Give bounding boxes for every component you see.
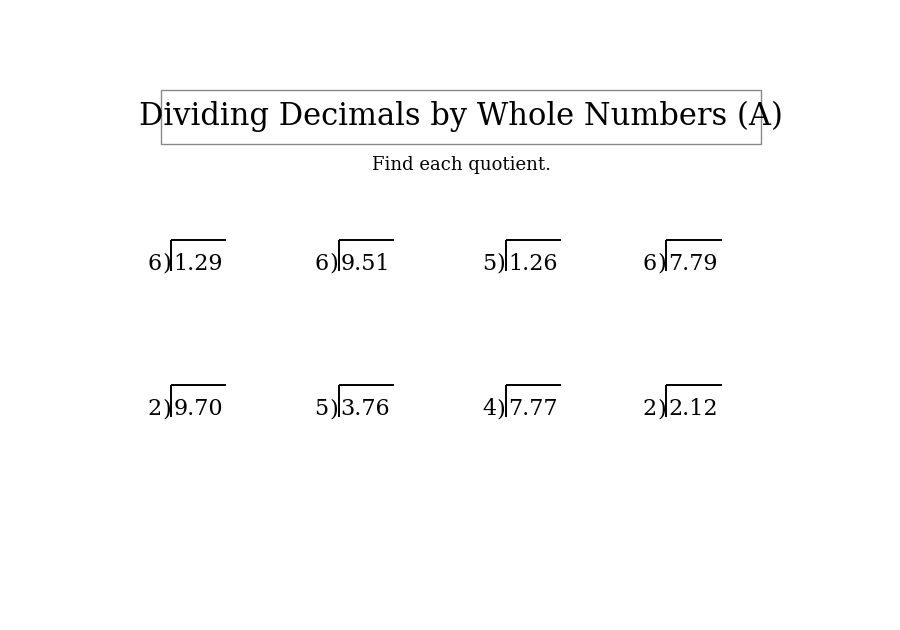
Text: 2: 2 xyxy=(148,398,161,420)
Text: 4: 4 xyxy=(482,398,496,420)
Text: 5: 5 xyxy=(482,253,496,275)
Text: ): ) xyxy=(329,253,338,275)
Text: ): ) xyxy=(162,398,171,420)
Text: 7.77: 7.77 xyxy=(508,398,558,420)
Text: ): ) xyxy=(657,253,666,275)
Text: ): ) xyxy=(497,398,506,420)
Text: ): ) xyxy=(497,253,506,275)
Text: 2.12: 2.12 xyxy=(669,398,718,420)
Text: 6: 6 xyxy=(315,253,328,275)
Text: 1.26: 1.26 xyxy=(508,253,558,275)
Text: 6: 6 xyxy=(148,253,161,275)
FancyBboxPatch shape xyxy=(161,90,761,144)
Text: 6: 6 xyxy=(643,253,657,275)
Text: 3.76: 3.76 xyxy=(341,398,391,420)
Text: 2: 2 xyxy=(643,398,657,420)
Text: ): ) xyxy=(162,253,171,275)
Text: 5: 5 xyxy=(315,398,328,420)
Text: ): ) xyxy=(657,398,666,420)
Text: 1.29: 1.29 xyxy=(174,253,223,275)
Text: 9.70: 9.70 xyxy=(174,398,223,420)
Text: ): ) xyxy=(329,398,338,420)
Text: Dividing Decimals by Whole Numbers (A): Dividing Decimals by Whole Numbers (A) xyxy=(140,101,783,132)
Text: 7.79: 7.79 xyxy=(669,253,718,275)
Text: 9.51: 9.51 xyxy=(341,253,391,275)
Text: Find each quotient.: Find each quotient. xyxy=(372,156,551,175)
